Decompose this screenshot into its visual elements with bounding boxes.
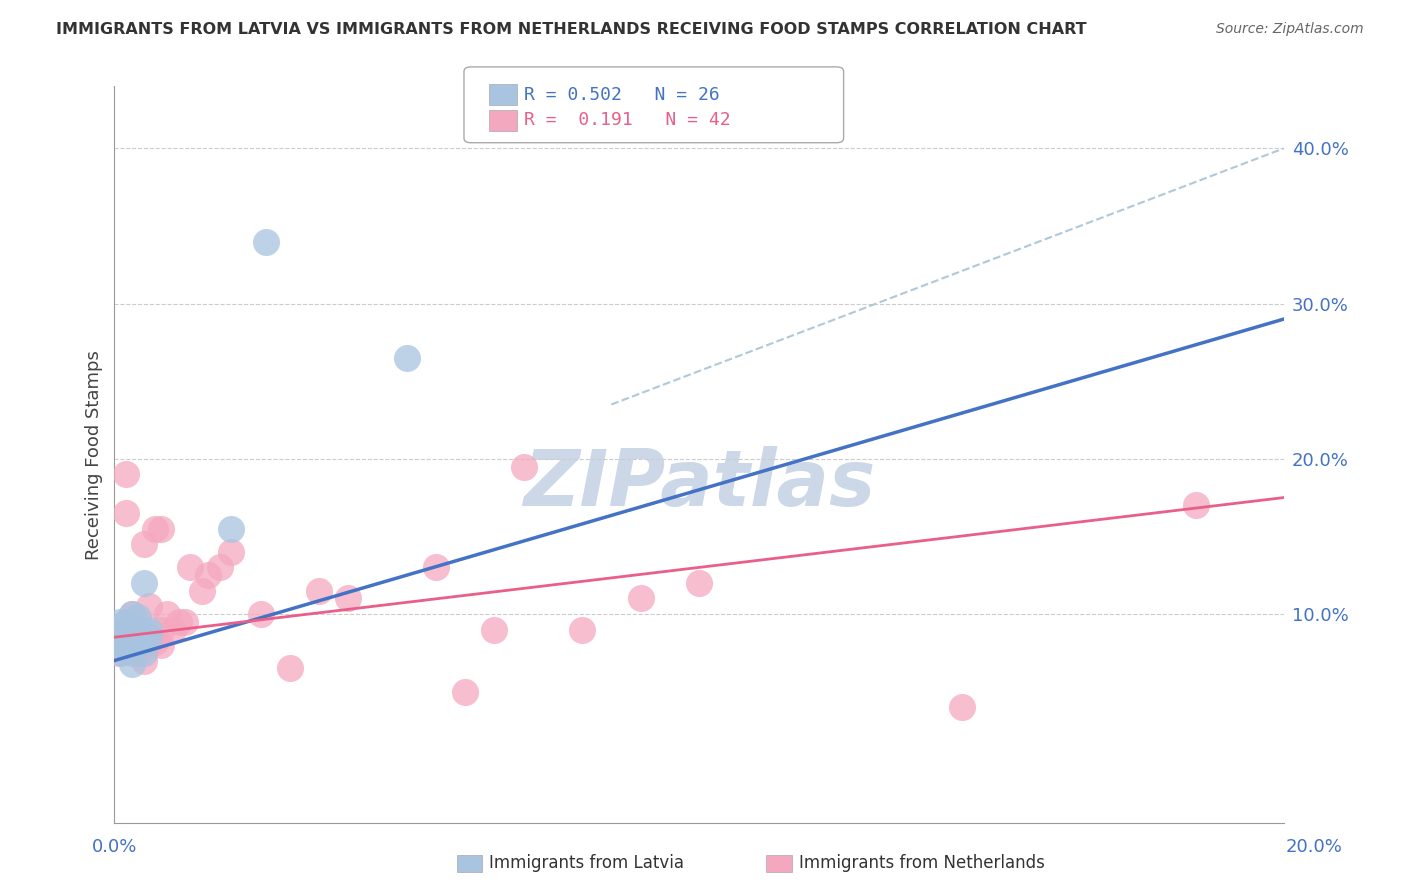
Point — [132, 576, 155, 591]
Point — [191, 583, 214, 598]
Point — [512, 459, 534, 474]
Point — [162, 623, 184, 637]
Point — [110, 623, 132, 637]
Text: IMMIGRANTS FROM LATVIA VS IMMIGRANTS FROM NETHERLANDS RECEIVING FOOD STAMPS CORR: IMMIGRANTS FROM LATVIA VS IMMIGRANTS FRO… — [56, 22, 1087, 37]
Point — [115, 467, 138, 482]
Point — [208, 560, 231, 574]
Point — [571, 623, 593, 637]
Point — [132, 635, 155, 649]
Point — [143, 635, 166, 649]
Point — [221, 545, 243, 559]
Point — [132, 537, 155, 551]
Point — [115, 623, 138, 637]
Text: Source: ZipAtlas.com: Source: ZipAtlas.com — [1216, 22, 1364, 37]
Point — [167, 615, 190, 629]
Point — [121, 623, 143, 637]
Point — [110, 615, 132, 629]
Point — [395, 351, 418, 365]
Point — [156, 607, 179, 621]
Point — [150, 522, 173, 536]
Point — [132, 623, 155, 637]
Point — [127, 646, 149, 660]
Point — [121, 635, 143, 649]
Point — [127, 635, 149, 649]
Point — [127, 623, 149, 637]
Point — [630, 591, 652, 606]
Point — [121, 625, 143, 640]
Text: R = 0.502   N = 26: R = 0.502 N = 26 — [524, 86, 720, 103]
Point — [121, 615, 143, 629]
Point — [221, 522, 243, 536]
Point — [132, 654, 155, 668]
Point — [121, 607, 143, 621]
Text: 20.0%: 20.0% — [1286, 838, 1343, 856]
Point — [308, 583, 330, 598]
Point — [138, 623, 160, 637]
Text: ZIPatlas: ZIPatlas — [523, 446, 875, 523]
Point — [121, 607, 143, 621]
Point — [249, 607, 271, 621]
Point — [950, 700, 973, 714]
Point — [115, 506, 138, 520]
Point — [484, 623, 506, 637]
Point — [454, 684, 477, 698]
Point — [197, 568, 219, 582]
Point — [425, 560, 447, 574]
Point — [138, 599, 160, 614]
Text: 0.0%: 0.0% — [91, 838, 136, 856]
Point — [254, 235, 277, 249]
Point — [110, 623, 132, 637]
Point — [127, 623, 149, 637]
Point — [173, 615, 195, 629]
Point — [132, 646, 155, 660]
Point — [127, 610, 149, 624]
Point — [121, 646, 143, 660]
Point — [115, 615, 138, 629]
Point — [115, 641, 138, 656]
Text: R =  0.191   N = 42: R = 0.191 N = 42 — [524, 112, 731, 129]
Point — [337, 591, 360, 606]
Point — [110, 646, 132, 660]
Point — [688, 576, 710, 591]
Y-axis label: Receiving Food Stamps: Receiving Food Stamps — [86, 350, 103, 560]
Point — [138, 630, 160, 644]
Point — [278, 661, 301, 675]
Point — [110, 635, 132, 649]
Point — [121, 657, 143, 671]
Point — [121, 638, 143, 652]
Point — [143, 522, 166, 536]
Point — [1185, 499, 1208, 513]
Point — [179, 560, 201, 574]
Point — [150, 638, 173, 652]
Point — [110, 635, 132, 649]
Point — [150, 623, 173, 637]
Text: Immigrants from Netherlands: Immigrants from Netherlands — [799, 855, 1045, 872]
Point — [110, 646, 132, 660]
Point — [115, 641, 138, 656]
Point — [138, 635, 160, 649]
Text: Immigrants from Latvia: Immigrants from Latvia — [489, 855, 685, 872]
Point — [115, 630, 138, 644]
